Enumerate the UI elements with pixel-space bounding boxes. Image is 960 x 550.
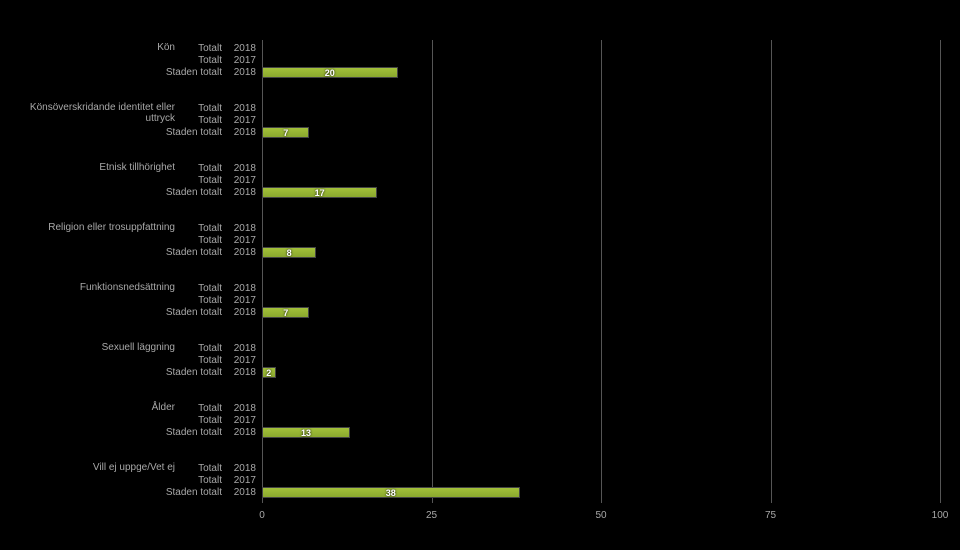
year-label: 2017	[226, 175, 256, 186]
year-label: 2018	[226, 427, 256, 438]
bar: 8	[262, 247, 316, 258]
bar-value-label: 17	[263, 188, 376, 199]
year-label: 2017	[226, 355, 256, 366]
series-label: Staden totalt	[134, 367, 222, 378]
series-label: Totalt	[134, 43, 222, 54]
bar-value-label: 38	[263, 488, 519, 499]
chart-plot-area: 0255075100	[262, 40, 940, 503]
bar-value-label: 20	[263, 68, 397, 79]
bar-value-label: 13	[263, 428, 349, 439]
x-tick-label: 100	[932, 510, 949, 521]
year-label: 2017	[226, 55, 256, 66]
year-label: 2018	[226, 283, 256, 294]
bar: 17	[262, 187, 377, 198]
series-label: Totalt	[134, 235, 222, 246]
year-label: 2018	[226, 403, 256, 414]
bar-value-label: 2	[263, 368, 275, 379]
bar: 7	[262, 307, 309, 318]
series-label: Staden totalt	[134, 307, 222, 318]
series-label: Totalt	[134, 463, 222, 474]
year-label: 2017	[226, 115, 256, 126]
gridline	[771, 40, 772, 503]
year-label: 2018	[226, 247, 256, 258]
year-label: 2018	[226, 43, 256, 54]
x-tick-label: 75	[765, 510, 776, 521]
bar: 38	[262, 487, 520, 498]
year-label: 2017	[226, 475, 256, 486]
year-label: 2018	[226, 343, 256, 354]
x-tick-label: 25	[426, 510, 437, 521]
series-label: Totalt	[134, 475, 222, 486]
series-label: Totalt	[134, 55, 222, 66]
year-label: 2018	[226, 187, 256, 198]
year-label: 2017	[226, 415, 256, 426]
x-tick-label: 0	[259, 510, 265, 521]
gridline	[940, 40, 941, 503]
x-tick-label: 50	[595, 510, 606, 521]
series-label: Staden totalt	[134, 247, 222, 258]
series-label: Totalt	[134, 223, 222, 234]
year-label: 2018	[226, 367, 256, 378]
gridline	[432, 40, 433, 503]
year-label: 2018	[226, 307, 256, 318]
year-label: 2017	[226, 235, 256, 246]
gridline	[601, 40, 602, 503]
year-label: 2018	[226, 463, 256, 474]
series-label: Totalt	[134, 115, 222, 126]
series-label: Staden totalt	[134, 127, 222, 138]
year-label: 2018	[226, 487, 256, 498]
series-label: Staden totalt	[134, 487, 222, 498]
series-label: Totalt	[134, 415, 222, 426]
bar: 13	[262, 427, 350, 438]
bar: 7	[262, 127, 309, 138]
year-label: 2018	[226, 103, 256, 114]
series-label: Staden totalt	[134, 187, 222, 198]
year-label: 2018	[226, 67, 256, 78]
series-label: Totalt	[134, 163, 222, 174]
bar-value-label: 7	[263, 308, 308, 319]
bar-value-label: 7	[263, 128, 308, 139]
year-label: 2018	[226, 223, 256, 234]
series-label: Totalt	[134, 355, 222, 366]
series-label: Totalt	[134, 343, 222, 354]
series-label: Totalt	[134, 283, 222, 294]
bar-value-label: 8	[263, 248, 315, 259]
year-label: 2018	[226, 163, 256, 174]
series-label: Staden totalt	[134, 67, 222, 78]
year-label: 2017	[226, 295, 256, 306]
series-label: Totalt	[134, 175, 222, 186]
series-label: Staden totalt	[134, 427, 222, 438]
series-label: Totalt	[134, 403, 222, 414]
series-label: Totalt	[134, 295, 222, 306]
bar: 20	[262, 67, 398, 78]
series-label: Totalt	[134, 103, 222, 114]
year-label: 2018	[226, 127, 256, 138]
bar: 2	[262, 367, 276, 378]
